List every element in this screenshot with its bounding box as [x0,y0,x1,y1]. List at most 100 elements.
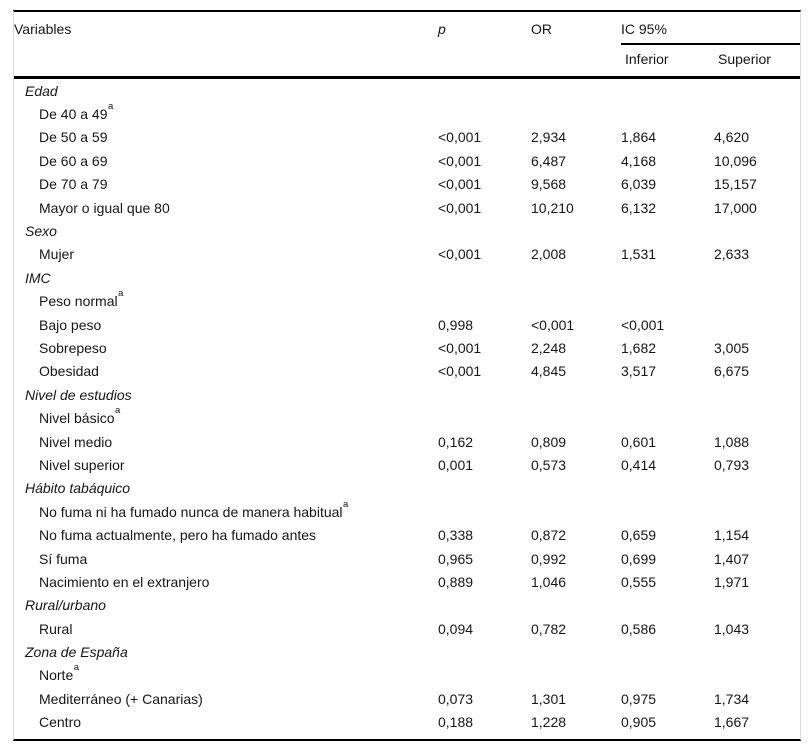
cell-ic-inferior [621,266,714,289]
cell-or [531,219,621,242]
cell-or [531,383,621,406]
row-label-cell: Hábito tabáquico [14,477,438,500]
cell-or [531,594,621,617]
cell-or: 2,008 [531,246,567,263]
cell-ic-inferior: 3,517 [621,363,657,380]
cell-ic-superior: 1,407 [714,550,750,567]
table-row: Edad [14,78,800,103]
row-label-cell: Nortea [14,664,438,687]
cell-ic-inferior: 1,682 [621,339,657,356]
cell-ic-superior: 1,734 [714,690,750,707]
cell-p-value: <0,001 [438,246,482,263]
cell-ic-superior [714,477,800,500]
cell-p-value: 0,073 [438,690,474,707]
row-label: Obesidad [39,363,99,380]
table-row: Peso normala [14,290,800,313]
cell-p-value [438,102,531,125]
cell-p-value: <0,001 [438,152,482,169]
cell-or: 10,210 [531,199,574,216]
cell-ic-inferior [621,78,714,103]
table-row: Nortea [14,664,800,687]
ref-marker: a [118,289,124,300]
cell-p-value: 0,094 [438,620,474,637]
row-label: Edad [25,82,58,99]
col-header-p: p [438,12,531,79]
cell-ic-inferior: 0,905 [621,714,657,731]
cell-ic-superior [714,594,800,617]
row-label-cell: Nacimiento en el extranjero [14,570,438,593]
row-label-cell: Mujer [14,243,438,266]
regression-table: Variables p OR IC 95% Inferior Superior … [14,12,801,734]
table-row: Sexo [14,219,800,242]
cell-ic-superior [714,266,800,289]
row-label: Nacimiento en el extranjero [39,573,210,590]
cell-ic-superior: 10,096 [714,152,757,169]
table-row: Nacimiento en el extranjero 0,889 1,046 … [14,570,800,593]
cell-ic-superior: 4,620 [714,129,750,146]
cell-or [531,640,621,663]
row-label-cell: Nivel superior [14,453,438,476]
odds-ratio-table-figure: Variables p OR IC 95% Inferior Superior … [13,10,802,741]
cell-p-value: 0,162 [438,433,474,450]
table-body: Edad De 40 a 49a De 50 a 59 <0,001 2,934… [14,78,800,734]
row-label-cell: Sexo [14,219,438,242]
row-label: No fuma ni ha fumado nunca de manera hab… [39,503,343,520]
header-row-sub: Inferior Superior [14,44,801,79]
cell-p-value [438,500,531,523]
table-row: De 70 a 79 <0,001 9,568 6,039 15,157 [14,173,800,196]
row-label: Peso normal [39,293,118,310]
table-row: De 40 a 49a [14,102,800,125]
cell-p-value [438,266,531,289]
cell-ic-inferior [621,406,714,429]
row-label-cell: No fuma actualmente, pero ha fumado ante… [14,523,438,546]
table-row: Nivel medio 0,162 0,809 0,601 1,088 [14,430,800,453]
cell-ic-superior: 1,667 [714,714,750,731]
cell-ic-inferior: 0,975 [621,690,657,707]
row-label-cell: Sobrepeso [14,336,438,359]
cell-p-value: 0,965 [438,550,474,567]
cell-ic-inferior: 0,699 [621,550,657,567]
cell-or [531,266,621,289]
table-row: Zona de España [14,640,800,663]
ref-marker: a [108,102,114,112]
cell-ic-superior: 6,675 [714,363,750,380]
table-row: Rural/urbano [14,594,800,617]
cell-ic-inferior [621,477,714,500]
cell-ic-inferior: 6,132 [621,199,657,216]
cell-ic-inferior: 0,414 [621,456,657,473]
cell-or [531,290,621,313]
cell-ic-inferior [621,290,714,313]
cell-ic-inferior: 1,864 [621,129,657,146]
table-row: De 50 a 59 <0,001 2,934 1,864 4,620 [14,126,800,149]
row-label: Mujer [39,246,75,263]
row-label-cell: Mediterráneo (+ Canarias) [14,687,438,710]
table-row: De 60 a 69 <0,001 6,487 4,168 10,096 [14,149,800,172]
cell-ic-superior: 1,088 [714,433,750,450]
cell-or: 1,301 [531,690,567,707]
cell-ic-inferior: 1,531 [621,246,657,263]
row-label: De 70 a 79 [39,176,108,193]
row-label-cell: Sí fuma [14,547,438,570]
table-row: Centro 0,188 1,228 0,905 1,667 [14,711,800,734]
cell-ic-inferior: 0,659 [621,527,657,544]
cell-or [531,500,621,523]
row-label: Nivel de estudios [25,386,132,403]
cell-p-value: 0,188 [438,714,474,731]
cell-ic-inferior [621,500,714,523]
row-label-cell: Rural/urbano [14,594,438,617]
row-label: De 40 a 49 [39,106,108,123]
row-label: Sexo [25,223,57,240]
row-label: De 50 a 59 [39,129,108,146]
row-label-cell: Rural [14,617,438,640]
cell-p-value [438,594,531,617]
table-row: IMC [14,266,800,289]
header-row-top: Variables p OR IC 95% [14,12,801,79]
cell-p-value: 0,338 [438,527,474,544]
row-label: Mayor o igual que 80 [39,199,170,216]
row-label: Rural/urbano [25,597,106,614]
col-header-inferior: Inferior [621,44,714,79]
row-label: Nivel superior [39,456,125,473]
row-label: Sí fuma [39,550,88,567]
cell-ic-superior [714,102,800,125]
cell-p-value [438,664,531,687]
